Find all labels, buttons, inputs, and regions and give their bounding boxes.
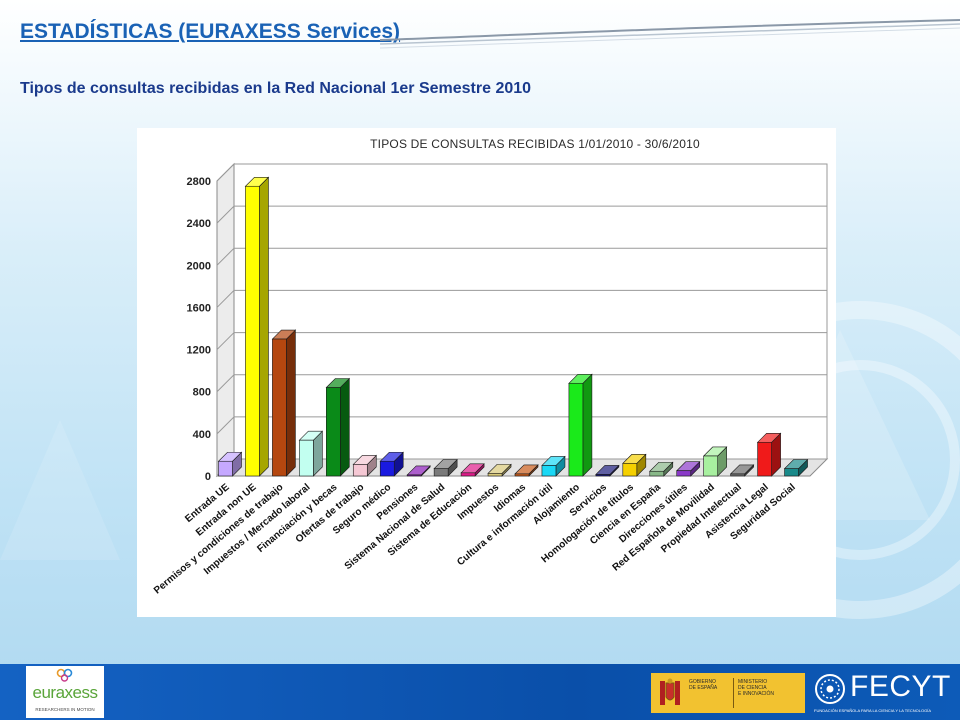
bar (783, 458, 809, 477)
bar (541, 455, 566, 477)
bar (406, 465, 431, 477)
euraxess-mark-icon (56, 668, 73, 682)
gridline (216, 289, 827, 308)
gov-divider (733, 678, 734, 708)
bar-side (286, 329, 296, 477)
bar (298, 430, 324, 477)
bar (460, 463, 485, 477)
chart-side-wall (216, 162, 235, 478)
bar (433, 458, 458, 477)
y-tick-label: 0 (205, 471, 211, 483)
gridline (216, 247, 827, 266)
chart-axes: 0 400 800 1200 1600 2000 2400 2800 (187, 176, 211, 483)
bar-front (299, 439, 314, 477)
bar-front (649, 470, 665, 477)
fecyt-wordmark: FECYT (850, 670, 951, 703)
bar-front (757, 441, 772, 477)
bar (244, 176, 270, 477)
fecyt-tagline: FUNDACIÓN ESPAÑOLA PARA LA CIENCIA Y LA … (814, 708, 932, 713)
chart-bars (217, 176, 809, 477)
bar-front (218, 460, 233, 477)
gobierno-ministerio-logo: GOBIERNO DE ESPAÑA MINISTERIO DE CIENCIA… (651, 673, 805, 713)
euraxess-wordmark: euraxess (32, 683, 98, 702)
spain-crest-icon (660, 678, 680, 705)
bar (568, 373, 593, 477)
y-tick-label: 1200 (187, 345, 211, 357)
bar (487, 463, 512, 477)
y-tick-label: 1600 (187, 302, 211, 314)
bar-front (433, 468, 449, 477)
bar-front (514, 473, 530, 477)
bar (217, 451, 243, 477)
y-tick-label: 2000 (187, 260, 211, 272)
bar-front (676, 470, 692, 477)
y-tick-label: 2800 (187, 176, 211, 188)
bar (649, 461, 674, 477)
bar-chart: TIPOS DE CONSULTAS RECIBIDAS 1/01/2010 -… (152, 137, 829, 597)
bar (676, 461, 701, 477)
bar (514, 464, 539, 477)
bar (352, 454, 377, 477)
bar (271, 329, 297, 477)
bar-front (487, 473, 503, 477)
bar (622, 453, 647, 477)
bar-front (784, 468, 799, 477)
y-tick-label: 400 (193, 429, 211, 441)
fecyt-emblem-icon (815, 674, 845, 704)
bar-front (352, 464, 368, 477)
bar-side (582, 373, 593, 477)
gridline (216, 205, 827, 224)
gridline (216, 374, 827, 393)
bar-front (460, 472, 476, 477)
bar (595, 464, 620, 477)
bar (379, 451, 404, 477)
chart-back-wall (233, 163, 828, 460)
euraxess-tagline: RESEARCHERS IN MOTION (35, 707, 95, 712)
gridline (216, 416, 827, 435)
gridline (216, 163, 827, 182)
bar-side (259, 176, 269, 477)
bar-front (541, 465, 557, 477)
title-swoosh-decoration (380, 19, 960, 49)
bar-side (340, 377, 350, 477)
ministerio-text: MINISTERIO DE CIENCIA E INNOVACIÓN (738, 679, 775, 697)
bar-front (272, 338, 287, 477)
bar-front (406, 474, 422, 477)
bar-front (730, 473, 745, 477)
bar-front (326, 387, 341, 477)
euraxess-logo: euraxess RESEARCHERS IN MOTION (26, 666, 104, 718)
bar-front (622, 463, 638, 477)
bar (702, 446, 728, 477)
chart-panel: TIPOS DE CONSULTAS RECIBIDAS 1/01/2010 -… (137, 128, 836, 617)
chart-grid (215, 162, 829, 478)
slide-title: ESTADÍSTICAS (EURAXESS Services) (20, 20, 401, 43)
bar-front (245, 185, 260, 477)
gobierno-text: GOBIERNO DE ESPAÑA (689, 679, 718, 691)
bar (325, 377, 351, 477)
chart-title: TIPOS DE CONSULTAS RECIBIDAS 1/01/2010 -… (370, 137, 700, 151)
bar-front (595, 474, 611, 477)
bar (756, 432, 782, 477)
bar-front (379, 460, 395, 477)
slide-subtitle: Tipos de consultas recibidas en la Red N… (20, 80, 532, 97)
bar (729, 464, 755, 477)
bar-front (568, 382, 584, 477)
gridline (216, 332, 827, 350)
bar-front (703, 455, 718, 477)
y-tick-label: 800 (193, 387, 211, 399)
y-tick-label: 2400 (187, 218, 211, 230)
